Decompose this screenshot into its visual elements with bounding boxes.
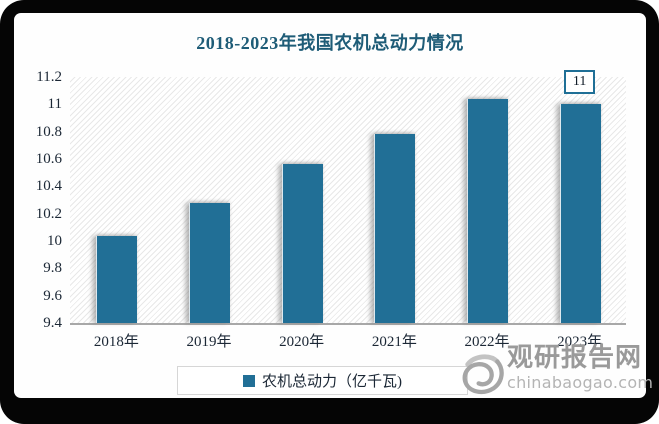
watermark-swirl-icon: [462, 354, 504, 395]
x-tick-label: 2022年: [464, 334, 510, 350]
legend: 农机总动力（亿千瓦): [177, 366, 468, 395]
bar-2021年: [374, 134, 416, 323]
watermark-text: 观研报告网 chinabaogao.com: [507, 343, 653, 392]
x-axis: 2018年 2019年 2020年 2021年 2022年 2023年: [70, 330, 626, 352]
x-tick-label: 2023年: [557, 334, 603, 350]
bar-2018年: [96, 235, 138, 323]
watermark-name: 观研报告网: [507, 343, 643, 373]
y-tick-label: 10: [47, 233, 62, 249]
y-tick-label: 11: [47, 96, 62, 113]
y-tick-label: 11.2: [36, 69, 62, 85]
bar-2022年: [467, 98, 508, 323]
y-tick-label: 9.4: [43, 315, 62, 331]
x-tick-label: 2018年: [93, 334, 139, 350]
x-tick-label: 2019年: [186, 334, 232, 350]
y-tick-label: 10.6: [35, 151, 62, 167]
x-tick-label: 2020年: [279, 334, 325, 350]
bar-2023年: [559, 104, 601, 323]
chart-title: 2018-2023年我国农机总动力情况: [196, 33, 464, 53]
bar-2019年: [189, 202, 230, 323]
y-tick-label: 10.2: [35, 205, 62, 222]
y-tick-label: 9.6: [43, 287, 62, 304]
y-tick-label: 10.4: [35, 178, 62, 195]
watermark: 观研报告网 chinabaogao.com: [460, 343, 653, 396]
legend-label: 农机总动力（亿千瓦): [262, 374, 402, 390]
bar-2020年: [281, 164, 323, 323]
data-label-text: 11: [572, 74, 587, 90]
plot-area: 11: [70, 70, 626, 325]
chart-canvas: 2018-2023年我国农机总动力情况 11.2 11 10.8 10.6 10.4 10…: [14, 13, 653, 398]
legend-marker-icon: [243, 374, 255, 387]
y-axis: 11.2 11 10.8 10.6 10.4 10.2 10 9.8 9.6 9.4: [14, 69, 62, 331]
x-tick-label: 2021年: [371, 334, 417, 350]
watermark-domain: chinabaogao.com: [507, 373, 654, 392]
y-tick-label: 10.8: [35, 123, 62, 140]
y-tick-label: 9.8: [43, 260, 62, 277]
data-label-box: 11: [564, 70, 596, 95]
